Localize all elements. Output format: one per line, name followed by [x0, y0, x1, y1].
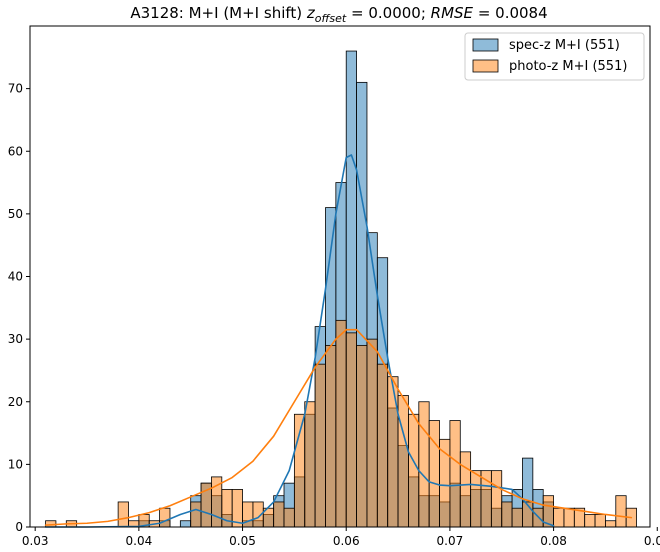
legend-label-photo-z: photo-z M+I (551) — [509, 59, 627, 74]
photo-z-bar — [428, 420, 440, 528]
y-tick-label: 40 — [8, 270, 23, 284]
photo-z-bars — [45, 319, 637, 528]
plot-frame — [29, 25, 651, 528]
legend-label-spec-z: spec-z M+I (551) — [509, 38, 620, 53]
photo-z-bar — [480, 470, 492, 528]
photo-z-bar — [418, 401, 430, 528]
y-tick-label: 10 — [8, 457, 23, 471]
x-tick-label: 0.04 — [126, 534, 153, 548]
spec-z-kde-line — [44, 154, 555, 528]
photo-z-bar — [553, 507, 565, 528]
x-tick-label: 0.09 — [644, 534, 660, 548]
photo-z-bar — [459, 451, 472, 528]
title-z-subscript: offset — [315, 12, 347, 25]
photo-z-bar — [314, 363, 326, 528]
photo-z-bar — [345, 332, 357, 528]
photo-z-bar — [190, 501, 202, 528]
x-tick-label: 0.08 — [540, 534, 567, 548]
photo-z-bar — [511, 507, 523, 528]
photo-z-bar — [605, 520, 617, 528]
photo-z-bar — [615, 495, 627, 528]
photo-z-bar — [159, 507, 171, 528]
photo-z-bar — [470, 470, 482, 528]
x-axis: 0.03 0.04 0.05 0.06 0.07 0.08 0.09 — [22, 527, 660, 548]
photo-z-bar — [563, 507, 575, 528]
photo-z-bar — [283, 507, 295, 528]
photo-z-bar — [273, 501, 285, 528]
photo-z-bar — [304, 401, 316, 528]
x-tick-label: 0.03 — [22, 534, 49, 548]
photo-z-bar — [325, 344, 337, 528]
x-tick-label: 0.05 — [229, 534, 256, 548]
title-rmse-value: = 0.0084 — [473, 4, 548, 22]
photo-z-bar — [356, 344, 368, 528]
photo-z-bar — [335, 319, 347, 528]
photo-z-bar — [584, 514, 596, 528]
photo-z-bar — [117, 501, 129, 528]
photo-z-bar — [366, 338, 378, 528]
chart-title: A3128: M+I (M+I shift) zoffset = 0.0000;… — [130, 4, 547, 25]
photo-z-bar — [397, 395, 409, 528]
y-tick-label: 60 — [8, 144, 23, 158]
photo-z-bar — [376, 363, 389, 528]
photo-z-bar — [490, 470, 503, 528]
title-z-value: = 0.0000; — [346, 4, 430, 22]
legend-swatch-spec-z — [472, 38, 499, 52]
y-tick-label: 70 — [8, 82, 23, 96]
y-tick-label: 20 — [8, 395, 23, 409]
photo-z-bar — [408, 413, 420, 528]
photo-z-bar — [449, 420, 461, 528]
photo-z-bar — [501, 501, 513, 528]
spec-z-bar — [179, 520, 192, 528]
photo-z-kde-line — [44, 328, 633, 526]
title-z-symbol: z — [306, 4, 316, 22]
x-tick-label: 0.07 — [437, 534, 464, 548]
y-tick-label: 50 — [8, 207, 23, 221]
photo-z-bar — [594, 514, 606, 528]
kde-curves — [44, 154, 633, 528]
y-tick-label: 30 — [8, 332, 23, 346]
title-rmse-symbol: RMSE — [431, 4, 474, 22]
title-prefix: A3128: M+I (M+I shift) — [130, 4, 307, 22]
y-tick-label: 0 — [15, 520, 23, 534]
photo-z-bar — [387, 376, 399, 528]
legend: spec-z M+I (551) photo-z M+I (551) — [464, 32, 645, 81]
x-tick-label: 0.06 — [333, 534, 360, 548]
legend-box — [464, 32, 645, 81]
y-axis: 0 10 20 30 40 50 60 70 — [8, 82, 30, 534]
legend-swatch-photo-z — [472, 59, 499, 73]
